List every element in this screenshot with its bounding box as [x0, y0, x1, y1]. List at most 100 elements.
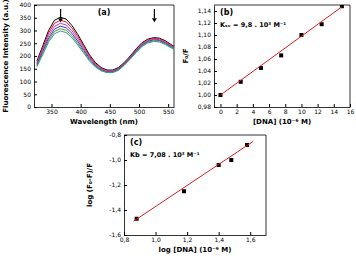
tick-mark: [34, 43, 37, 44]
tick-mark: [214, 95, 217, 96]
tick: 100: [20, 78, 37, 85]
tick-label: 1,08: [198, 43, 212, 50]
tick-mark: [124, 135, 127, 136]
tick-label: 1,00: [198, 91, 212, 98]
tick: 50: [23, 91, 37, 98]
x-axis-title: Wavelength (nm): [70, 118, 138, 126]
arrow-head: [152, 18, 157, 22]
tick-label: -1,0: [109, 156, 121, 163]
tick-mark: [285, 104, 286, 107]
plot-frame: [124, 135, 266, 235]
chart-title: (b): [220, 8, 233, 17]
tick-mark: [214, 23, 217, 24]
panel: 02468101214160,981,001,021,041,061,081,1…: [182, 4, 354, 126]
tick: 400: [75, 104, 87, 115]
y-axis-title: Fluorescence Intensity (a.u.): [2, 0, 10, 113]
arrow-shaft: [60, 9, 61, 18]
axis-line: [214, 6, 215, 108]
tick: 0,98: [198, 103, 217, 110]
tick-mark: [124, 235, 127, 236]
data-point: [229, 158, 233, 162]
tick: 12: [314, 104, 322, 115]
panel: 0,81,01,21,41,6-1,6-1,4-1,2-1,0-0,8log […: [86, 131, 267, 254]
tick-mark: [124, 160, 127, 161]
data-point: [182, 189, 186, 193]
tick-mark: [334, 104, 335, 107]
tick: 1,0: [151, 232, 161, 243]
x-axis: 350400450500550: [35, 104, 175, 115]
tick: -1,2: [109, 181, 127, 188]
tick-label: 0,8: [120, 236, 130, 243]
series-line: [220, 7, 341, 95]
data-point: [279, 53, 283, 57]
tick-mark: [214, 83, 217, 84]
tick-label: 500: [134, 108, 146, 115]
tick: 1,06: [198, 55, 217, 62]
tick-label: 100: [20, 78, 32, 85]
tick: 1,4: [214, 232, 224, 243]
tick: 400: [20, 1, 37, 8]
tick-mark: [124, 210, 127, 211]
tick-mark: [156, 232, 157, 235]
tick: 1,02: [198, 79, 217, 86]
tick-label: 200: [20, 52, 32, 59]
x-axis: 0246810121416: [215, 104, 355, 115]
tick: 4: [251, 104, 255, 115]
tick-label: 1,0: [151, 236, 161, 243]
arrow-head: [58, 18, 63, 22]
tick-mark: [214, 47, 217, 48]
tick: 200: [20, 52, 37, 59]
tick: 1,10: [198, 31, 217, 38]
tick-label: 150: [20, 65, 32, 72]
tick: 16: [347, 104, 355, 115]
data-layer: [218, 5, 343, 97]
tick: 1,12: [198, 19, 217, 26]
tick: 1,08: [198, 43, 217, 50]
series-line: [37, 31, 174, 73]
tick-label: 350: [20, 14, 32, 21]
tick-label: 400: [75, 108, 87, 115]
tick-label: 450: [105, 108, 117, 115]
tick: 1,04: [198, 67, 217, 74]
tick-label: 0,98: [198, 103, 212, 110]
plot-frame: [34, 5, 174, 107]
arrow: [58, 9, 63, 22]
tick-label: 1,4: [214, 236, 224, 243]
tick-mark: [139, 104, 140, 107]
tick: 450: [105, 104, 117, 115]
tick: -0,8: [109, 131, 127, 138]
tick-mark: [214, 59, 217, 60]
tick-label: 1,2: [183, 236, 193, 243]
tick-mark: [34, 82, 37, 83]
tick-mark: [34, 107, 37, 108]
tick-label: 8: [284, 108, 288, 115]
tick-mark: [187, 232, 188, 235]
tick: 10: [298, 104, 306, 115]
plot-area: 0,81,01,21,41,6-1,6-1,4-1,2-1,0-0,8log […: [86, 131, 267, 254]
tick: -1,0: [109, 156, 127, 163]
tick: 500: [134, 104, 146, 115]
annotation: Kₛᵥ = 9,8 . 10³ M⁻¹: [220, 21, 286, 29]
tick-label: 12: [314, 108, 322, 115]
tick-label: 350: [46, 108, 58, 115]
tick: 250: [20, 40, 37, 47]
tick-mark: [124, 185, 127, 186]
tick-label: 4: [251, 108, 255, 115]
tick-mark: [34, 69, 37, 70]
tick-label: 1,12: [198, 19, 212, 26]
tick: 14: [330, 104, 338, 115]
tick-mark: [34, 31, 37, 32]
tick-label: 1,06: [198, 55, 212, 62]
tick-label: 16: [347, 108, 355, 115]
tick-label: 14: [330, 108, 338, 115]
tick-mark: [214, 35, 217, 36]
tick-mark: [250, 232, 251, 235]
tick-mark: [214, 107, 217, 108]
tick-label: 1,04: [198, 67, 212, 74]
tick-label: 1,10: [198, 31, 212, 38]
tick-label: 0: [27, 103, 31, 110]
tick-label: 250: [20, 40, 32, 47]
tick-label: -0,8: [109, 131, 121, 138]
tick: 350: [20, 14, 37, 21]
tick-label: -1,4: [109, 206, 121, 213]
